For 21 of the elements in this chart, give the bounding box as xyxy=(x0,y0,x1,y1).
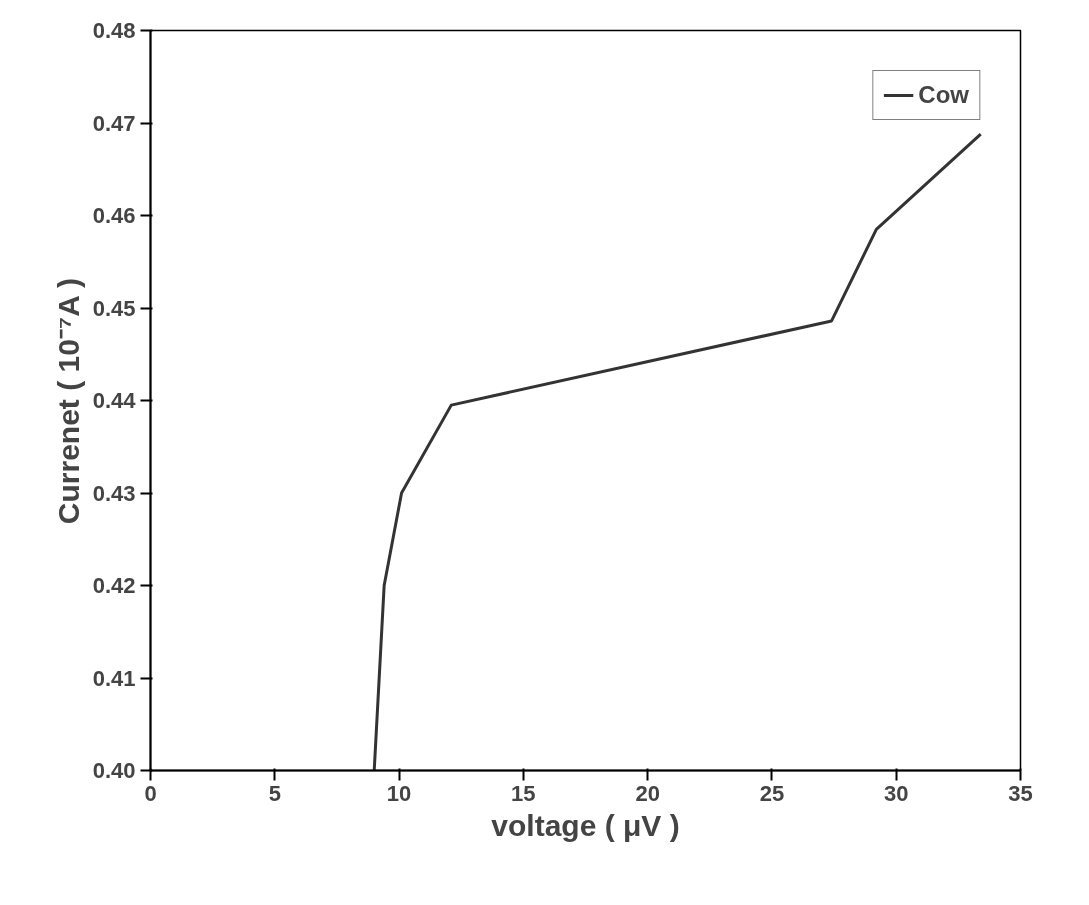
x-tick-label: 20 xyxy=(635,780,660,806)
x-tick-label: 5 xyxy=(268,780,281,806)
x-tick-label: 15 xyxy=(511,780,536,806)
y-axis-title: Currenet ( 10⁻⁷A ) xyxy=(51,277,85,525)
y-tick-label: 0.47 xyxy=(92,110,136,136)
line-series xyxy=(372,132,983,771)
y-tick-label: 0.40 xyxy=(92,758,136,783)
x-tick-label: 10 xyxy=(386,780,412,806)
x-tick-label: 0 xyxy=(144,780,157,806)
y-tick-label: 0.44 xyxy=(92,388,137,413)
x-tick-label: 35 xyxy=(1008,780,1033,806)
y-tick-label: 0.45 xyxy=(92,295,136,321)
x-axis-title: voltage ( μV ) xyxy=(491,808,680,842)
x-tick-label: 30 xyxy=(883,780,909,806)
x-tick-label: 25 xyxy=(759,780,785,806)
legend-label: Cow xyxy=(918,81,969,109)
y-tick-label: 0.41 xyxy=(92,665,136,691)
y-tick-label: 0.46 xyxy=(92,203,136,228)
y-tick-label: 0.43 xyxy=(92,480,136,506)
y-tick-label: 0.42 xyxy=(92,573,136,598)
y-tick-label: 0.48 xyxy=(92,18,136,43)
